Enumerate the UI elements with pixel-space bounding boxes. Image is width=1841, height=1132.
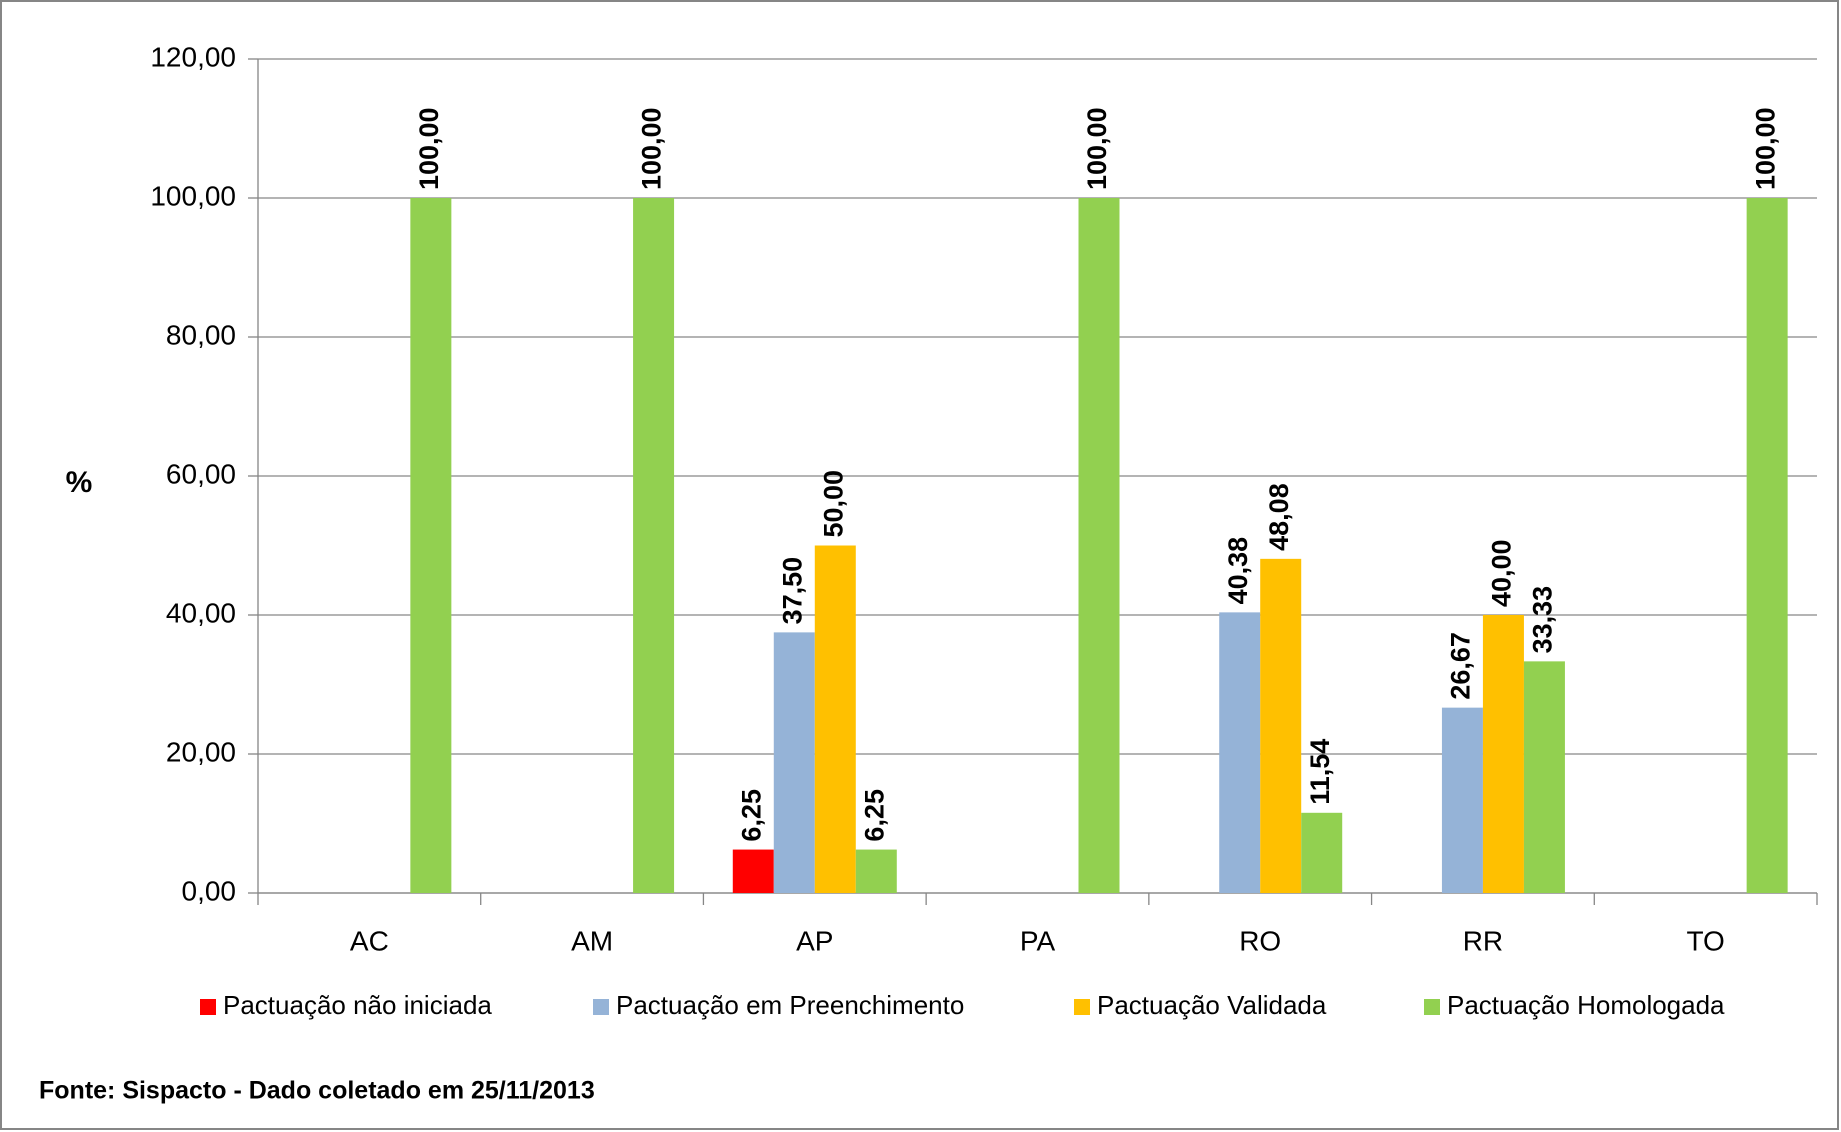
legend-swatch: [1424, 999, 1440, 1015]
value-label: 33,33: [1528, 586, 1558, 654]
value-label: 40,00: [1487, 539, 1517, 607]
legend-label: Pactuação Validada: [1097, 990, 1327, 1020]
x-tick-label: AC: [350, 925, 389, 956]
value-label: 100,00: [1082, 107, 1112, 190]
value-label: 50,00: [818, 470, 848, 538]
value-label: 100,00: [1750, 107, 1780, 190]
bar: [1078, 198, 1120, 893]
value-label: 11,54: [1305, 739, 1335, 805]
bar: [410, 198, 452, 893]
bar: [814, 545, 856, 893]
x-tick-label: AP: [796, 925, 833, 956]
bar: [1260, 558, 1302, 893]
bar: [855, 849, 897, 893]
y-tick-label: 40,00: [166, 597, 236, 628]
legend-label: Pactuação Homologada: [1447, 990, 1725, 1020]
bar: [773, 632, 815, 893]
x-tick-label: RO: [1239, 925, 1281, 956]
x-tick-label: TO: [1686, 925, 1724, 956]
value-label: 100,00: [637, 107, 667, 190]
value-label: 26,67: [1446, 632, 1476, 700]
x-tick-label: PA: [1020, 925, 1056, 956]
x-tick-label: RR: [1463, 925, 1503, 956]
value-label: 6,25: [859, 789, 889, 842]
bar: [732, 849, 774, 893]
value-label: 48,08: [1264, 483, 1294, 551]
y-tick-label: 120,00: [150, 41, 236, 72]
legend-label: Pactuação não iniciada: [223, 990, 492, 1020]
y-tick-label: 60,00: [166, 458, 236, 489]
y-axis-label: %: [66, 466, 93, 499]
x-tick-label: AM: [571, 925, 613, 956]
bar: [1441, 707, 1483, 893]
bar: [1301, 812, 1343, 893]
bar: [1219, 612, 1261, 893]
bar: [1482, 615, 1524, 893]
bar: [1523, 661, 1565, 893]
source-note: Fonte: Sispacto - Dado coletado em 25/11…: [39, 1077, 595, 1105]
y-tick-label: 0,00: [182, 875, 237, 906]
value-label: 40,38: [1223, 537, 1253, 605]
y-tick-label: 80,00: [166, 319, 236, 350]
y-tick-label: 20,00: [166, 736, 236, 767]
value-label: 37,50: [777, 557, 807, 625]
legend-swatch: [593, 999, 609, 1015]
legend-swatch: [1074, 999, 1090, 1015]
value-label: 6,25: [736, 789, 766, 842]
legend-label: Pactuação em Preenchimento: [616, 990, 964, 1020]
y-tick-label: 100,00: [150, 180, 236, 211]
bar: [1746, 198, 1788, 893]
legend-swatch: [200, 999, 216, 1015]
value-label: 100,00: [414, 107, 444, 190]
bar: [633, 198, 675, 893]
